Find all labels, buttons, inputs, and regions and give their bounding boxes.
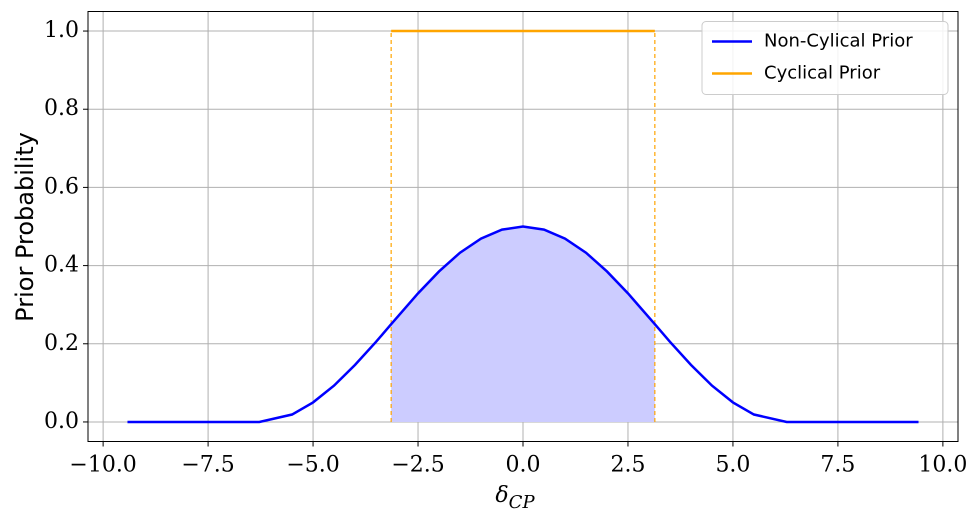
- y-axis-label: Prior Probability: [11, 132, 39, 322]
- x-tick-label: 2.5: [610, 453, 645, 478]
- legend-label: Non-Cylical Prior: [764, 31, 913, 52]
- x-tick-label: 10.0: [918, 453, 967, 478]
- x-axis-label: δCP: [495, 483, 535, 513]
- y-tick-label: 0.8: [44, 96, 79, 121]
- x-tick-label: 0.0: [506, 453, 541, 478]
- x-tick-label: 5.0: [715, 453, 750, 478]
- x-tick-label: −7.5: [181, 453, 234, 478]
- y-tick-label: 0.4: [44, 253, 79, 278]
- x-axis-symbol: δ: [495, 483, 508, 508]
- y-tick-label: 0.2: [44, 331, 79, 356]
- legend-label: Cyclical Prior: [764, 63, 881, 84]
- y-tick-label: 0.6: [44, 174, 79, 199]
- series-line: [127, 225, 919, 424]
- y-tick-label: 0.0: [44, 409, 79, 434]
- x-tick-label: 7.5: [820, 453, 855, 478]
- legend-box: [701, 21, 949, 95]
- x-axis-subscript: CP: [509, 492, 536, 513]
- x-tick-label: −2.5: [391, 453, 444, 478]
- plot-frame: [87, 11, 959, 442]
- area-fill: [391, 226, 655, 422]
- x-tick-label: −10.0: [69, 453, 136, 478]
- y-tick-label: 1.0: [44, 18, 79, 43]
- x-tick-label: −5.0: [286, 453, 339, 478]
